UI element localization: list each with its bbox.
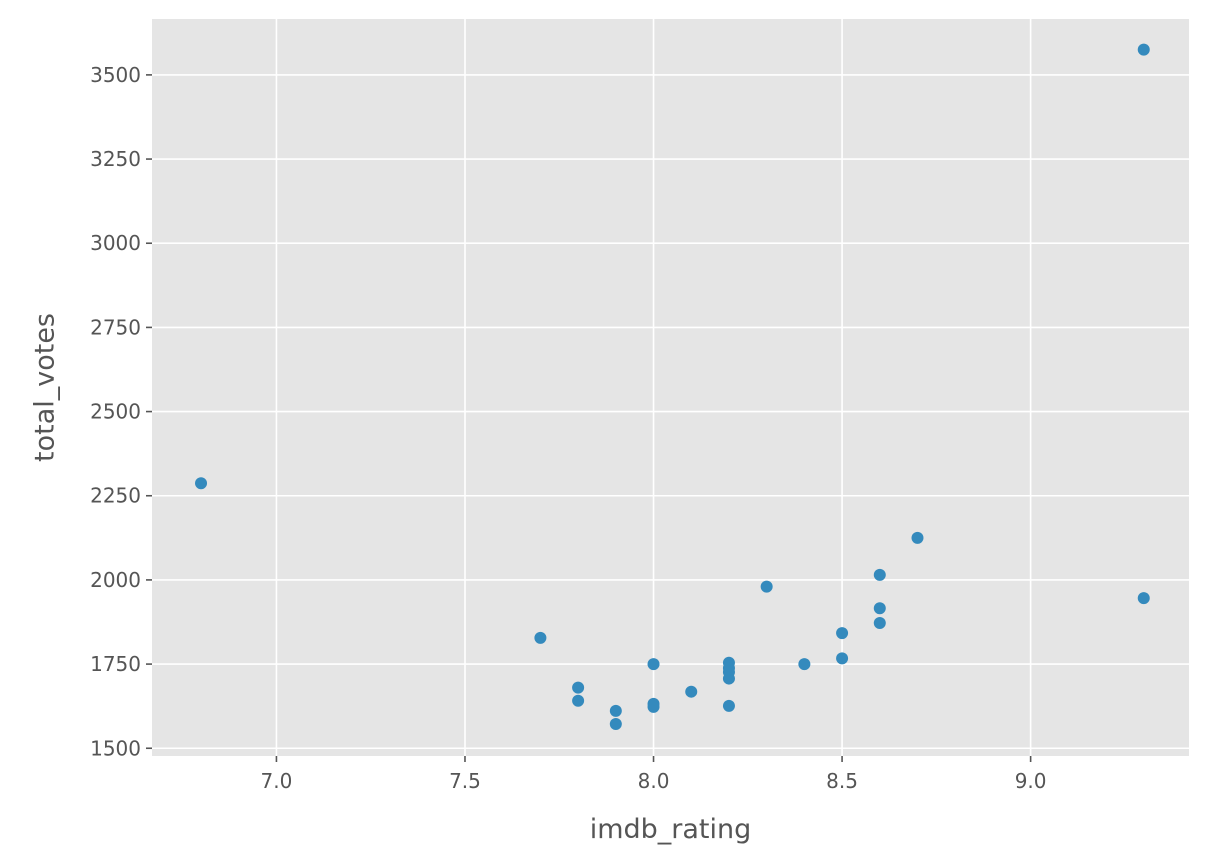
data-point <box>572 681 585 694</box>
x-tick-label: 9.0 <box>1015 769 1047 793</box>
data-point <box>873 617 886 630</box>
y-tick-label: 3500 <box>90 63 141 87</box>
x-tick-label: 8.5 <box>826 769 858 793</box>
y-tick-label: 2250 <box>90 484 141 508</box>
x-tick-label: 7.0 <box>261 769 293 793</box>
y-axis-label: total_votes <box>29 313 60 462</box>
x-tick-label: 8.0 <box>638 769 670 793</box>
data-point <box>760 580 773 593</box>
x-axis-ticks: 7.0 7.5 8.0 8.5 9.0 <box>261 756 1047 793</box>
data-point <box>722 672 735 685</box>
data-point <box>685 685 698 698</box>
grid-lines <box>152 19 1189 756</box>
y-tick-label: 3000 <box>90 231 141 255</box>
y-tick-label: 3250 <box>90 147 141 171</box>
y-tick-label: 1750 <box>90 652 141 676</box>
data-point <box>1137 592 1150 605</box>
data-point <box>534 631 547 644</box>
data-point <box>1137 43 1150 56</box>
x-axis-label: imdb_rating <box>590 814 752 845</box>
plot-area <box>152 19 1189 756</box>
data-point <box>572 694 585 707</box>
data-points <box>195 43 1150 731</box>
y-tick-label: 2000 <box>90 568 141 592</box>
y-tick-label: 2750 <box>90 315 141 339</box>
data-point <box>722 699 735 712</box>
x-tick-label: 7.5 <box>449 769 481 793</box>
data-point <box>836 627 849 640</box>
data-point <box>836 652 849 665</box>
data-point <box>798 658 811 671</box>
data-point <box>911 531 924 544</box>
data-point <box>609 718 622 731</box>
y-tick-label: 1500 <box>90 736 141 760</box>
data-point <box>647 658 660 671</box>
data-point <box>873 568 886 581</box>
data-point <box>647 700 660 713</box>
data-point <box>195 477 208 490</box>
data-point <box>873 602 886 615</box>
y-axis-ticks: 1500 1750 2000 2250 2500 2750 3000 3250 3500 <box>90 63 152 760</box>
data-point <box>609 704 622 717</box>
y-tick-label: 2500 <box>90 400 141 424</box>
